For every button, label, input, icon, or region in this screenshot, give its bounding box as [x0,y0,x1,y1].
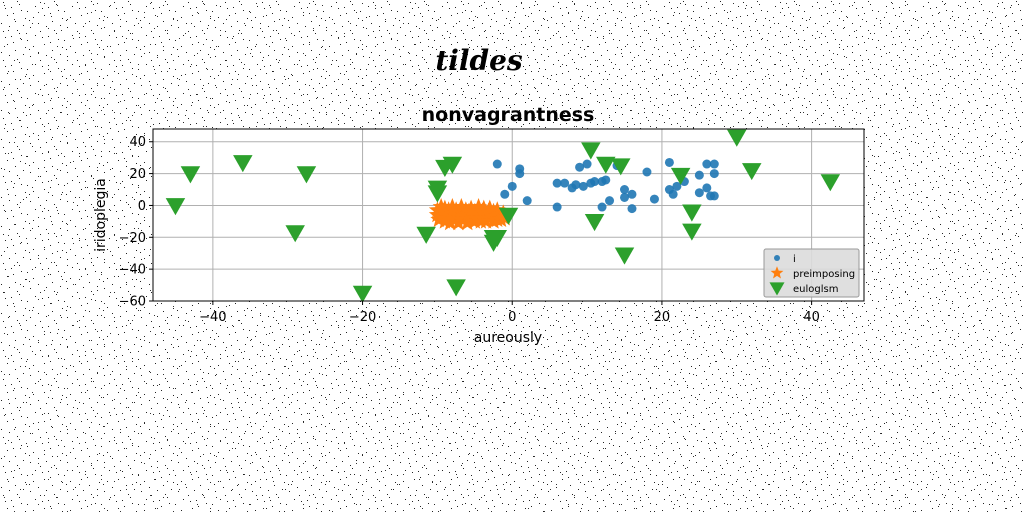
plot-frame [152,128,865,302]
data-point [590,177,600,187]
data-point [443,198,461,215]
data-point [668,189,678,199]
data-point [492,159,502,169]
data-point [597,202,607,212]
data-point [416,226,436,244]
legend-label: preimposing [793,269,855,280]
data-point [578,181,588,191]
data-point [611,158,631,176]
data-point [642,167,652,177]
data-point [487,229,508,248]
data-point [582,159,592,169]
series-0 [492,157,719,214]
data-point [584,214,605,232]
data-point [702,159,712,169]
series-layer [165,129,841,303]
data-point [552,178,562,188]
data-point [620,192,630,202]
data-point [627,204,637,214]
figure-suptitle: tildes [435,44,523,77]
data-point [522,196,532,206]
legend-marker [774,255,780,261]
data-point [296,166,317,184]
data-point [560,178,570,188]
legend: i preimposing euloglsm [763,248,860,298]
legend-marker [769,282,785,296]
data-point [446,279,466,297]
data-point [741,163,762,181]
x-tick-label: −40 [199,310,226,325]
data-point [601,175,611,185]
data-point [462,199,480,216]
series-1 [428,198,514,231]
data-point [498,207,519,225]
y-tick-label: 0 [138,199,146,214]
y-axis-label: iridoplegia [93,178,109,252]
y-tick-label: −40 [119,263,146,278]
data-point [694,170,704,180]
data-point [627,189,637,199]
data-point [165,198,186,216]
y-tick-label: 40 [129,135,146,150]
legend-box [763,248,860,298]
x-tick-label: 0 [508,310,516,325]
data-point [670,167,691,185]
x-tick-label: −20 [349,310,376,325]
data-point [672,181,682,191]
series-2 [165,129,841,303]
data-point [709,169,719,179]
data-point [682,204,702,222]
data-point [500,189,510,199]
data-point [664,157,674,167]
y-tick-label: −60 [119,295,146,310]
x-tick-label: 40 [803,310,820,325]
x-axis-label: aureously [474,330,542,346]
data-point [682,223,702,241]
data-point [180,166,201,184]
data-point [605,196,615,206]
data-point [649,194,659,204]
x-tick-label: 20 [654,310,671,325]
data-point [490,206,508,223]
data-point [352,285,373,303]
data-point [581,142,601,160]
data-point [571,180,581,190]
data-point [552,202,562,212]
data-point [442,156,463,174]
tick-layer: −40 −20 0 20 40 −60 −40 −20 0 20 40 [119,135,820,325]
data-point [614,247,635,265]
data-point [515,169,525,179]
y-tick-label: −20 [119,231,146,246]
data-point [620,185,630,195]
legend-label: i [793,254,796,265]
data-point [452,198,470,215]
data-point [233,155,253,173]
legend-label: euloglsm [793,284,838,295]
data-point [427,185,448,203]
data-point [694,188,704,198]
y-tick-label: 20 [129,167,146,182]
data-point [709,191,719,201]
data-point [488,201,506,218]
legend-marker [770,266,784,279]
data-point [575,162,585,172]
data-point [727,129,747,147]
data-point [596,156,616,174]
data-point [709,159,719,169]
data-point [702,183,712,193]
chart-title: nonvagrantness [422,104,595,126]
data-point [285,225,305,243]
data-point [820,174,841,192]
data-point [507,181,517,191]
legend-entries: i preimposing euloglsm [769,254,855,296]
